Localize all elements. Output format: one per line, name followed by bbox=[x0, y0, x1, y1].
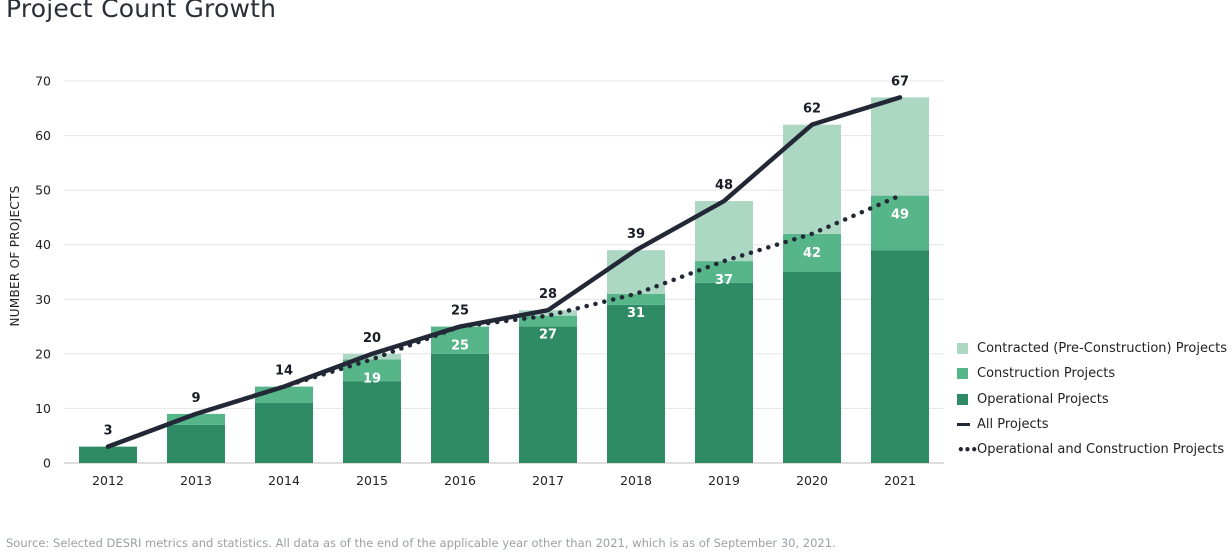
bar-operational-2015 bbox=[343, 381, 401, 463]
x-tick-label: 2021 bbox=[884, 473, 916, 488]
y-tick-label: 40 bbox=[35, 237, 51, 252]
legend-label: Construction Projects bbox=[977, 366, 1116, 382]
bar-operational-2020 bbox=[783, 272, 841, 463]
legend-swatch bbox=[957, 368, 968, 380]
op-con-label: 42 bbox=[803, 246, 821, 261]
x-tick-label: 2013 bbox=[180, 473, 212, 488]
legend-swatch: ••• bbox=[957, 442, 978, 457]
total-label: 9 bbox=[191, 391, 200, 406]
source-note: Source: Selected DESRI metrics and stati… bbox=[6, 536, 836, 550]
op-con-label: 19 bbox=[363, 371, 381, 386]
bar-construction-2018 bbox=[607, 293, 665, 305]
legend-item: Construction Projects bbox=[957, 361, 1227, 386]
y-axis-ticks: 0 10 20 30 40 50 60 70 bbox=[35, 74, 51, 471]
legend-label: Operational Projects bbox=[977, 391, 1109, 407]
legend-swatch bbox=[957, 343, 968, 355]
legend: Contracted (Pre-Construction) Projects Co… bbox=[957, 336, 1227, 462]
y-tick-label: 70 bbox=[35, 74, 51, 89]
y-tick-label: 30 bbox=[35, 292, 51, 307]
total-label: 67 bbox=[891, 74, 909, 89]
bar-contracted-2015 bbox=[343, 353, 401, 360]
bar-construction-2013 bbox=[167, 413, 225, 425]
bar-operational-2021 bbox=[871, 250, 929, 463]
line-all-projects bbox=[105, 95, 903, 449]
total-label: 25 bbox=[451, 304, 469, 319]
bar-operational-2014 bbox=[255, 402, 313, 463]
total-label: 14 bbox=[275, 364, 293, 379]
bar-contracted-2017 bbox=[519, 310, 577, 316]
legend-swatch bbox=[957, 393, 968, 405]
legend-label: All Projects bbox=[977, 417, 1049, 433]
line-operational-and-construction bbox=[105, 193, 903, 449]
x-axis-ticks: 2012 2013 2014 2015 2016 2017 2018 2019 2020 2021 bbox=[92, 473, 916, 488]
bar-operational-2018 bbox=[607, 304, 665, 463]
op-con-label: 25 bbox=[451, 339, 469, 354]
legend-item: Contracted (Pre-Construction) Projects bbox=[957, 336, 1227, 361]
x-tick-label: 2019 bbox=[708, 473, 740, 488]
x-tick-label: 2015 bbox=[356, 473, 388, 488]
x-tick-label: 2018 bbox=[620, 473, 652, 488]
x-tick-label: 2012 bbox=[92, 473, 124, 488]
bar-operational-2016 bbox=[431, 353, 489, 463]
legend-item: Operational Projects bbox=[957, 387, 1227, 412]
total-label: 3 bbox=[103, 424, 112, 439]
chart-title: Project Count Growth bbox=[6, 0, 277, 23]
x-tick-label: 2020 bbox=[796, 473, 828, 488]
bar-operational-2019 bbox=[695, 282, 753, 463]
bar-operational-2017 bbox=[519, 326, 577, 463]
op-con-label: 49 bbox=[891, 208, 909, 223]
op-con-label: 31 bbox=[627, 306, 645, 321]
bar-construction-2017 bbox=[519, 315, 577, 327]
total-label: 62 bbox=[803, 102, 821, 117]
bar-operational-2012 bbox=[79, 446, 137, 463]
x-tick-label: 2016 bbox=[444, 473, 476, 488]
y-axis-label: NUMBER OF PROJECTS bbox=[8, 185, 22, 326]
total-label: 48 bbox=[715, 178, 733, 193]
legend-label: Contracted (Pre-Construction) Projects bbox=[977, 341, 1227, 357]
total-label: 28 bbox=[539, 287, 557, 302]
bar-contracted-2021 bbox=[871, 97, 929, 196]
x-tick-label: 2014 bbox=[268, 473, 300, 488]
legend-swatch bbox=[957, 423, 970, 427]
legend-item: All Projects bbox=[957, 412, 1227, 437]
op-con-label: 27 bbox=[539, 328, 557, 343]
legend-item: ••• Operational and Construction Projects bbox=[957, 437, 1227, 462]
y-tick-label: 60 bbox=[35, 128, 51, 143]
y-tick-label: 50 bbox=[35, 183, 51, 198]
y-tick-label: 0 bbox=[43, 456, 51, 471]
bar-operational-2013 bbox=[167, 424, 225, 463]
series-lines bbox=[105, 95, 903, 449]
op-con-label: 37 bbox=[715, 273, 733, 288]
x-tick-label: 2017 bbox=[532, 473, 564, 488]
total-label: 20 bbox=[363, 331, 381, 346]
y-tick-label: 10 bbox=[35, 401, 51, 416]
total-label: 39 bbox=[627, 227, 645, 242]
legend-label: Operational and Construction Projects bbox=[977, 442, 1225, 458]
y-tick-label: 20 bbox=[35, 346, 51, 361]
